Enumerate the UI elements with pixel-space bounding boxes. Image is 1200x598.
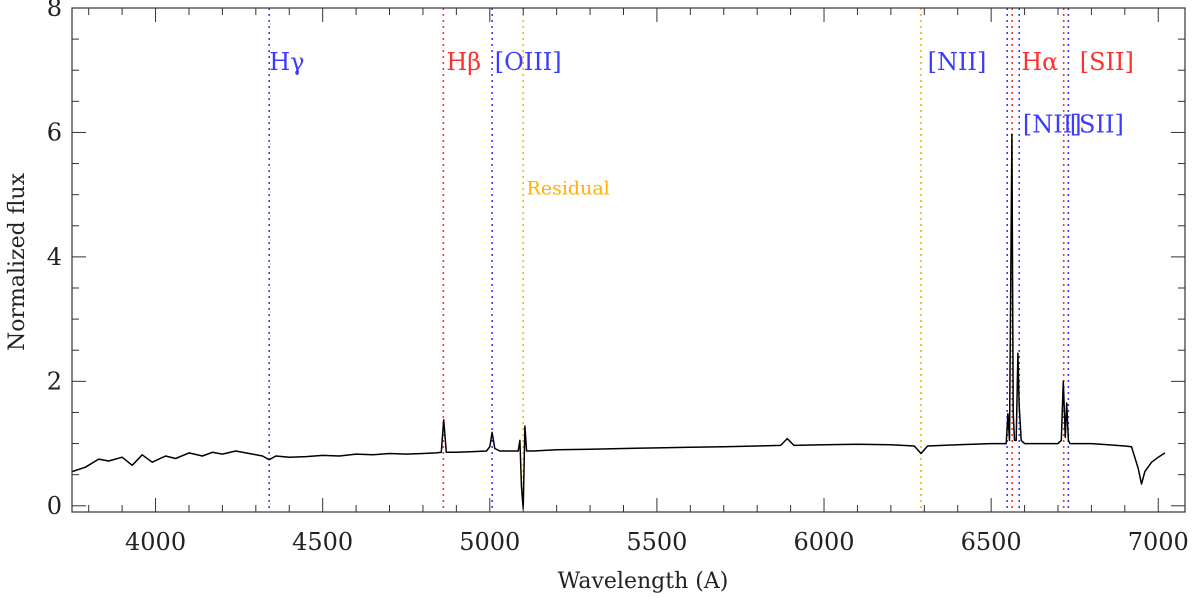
plot-frame [71, 7, 1186, 513]
x-tick-label: 6000 [793, 528, 854, 556]
annotation-label: [SII] [1080, 48, 1134, 76]
x-tick-label: 5000 [459, 528, 520, 556]
annotation-label: Hγ [269, 48, 304, 76]
annotation-label: [OIII] [495, 48, 562, 76]
x-tick-label: 7000 [1128, 528, 1189, 556]
x-tick-label: 6500 [961, 528, 1022, 556]
plot-layer: 4000 4500 5000 5500 6000 6500 7000 0 2 4 6 8 Hγ Hβ [OI… [47, 0, 1189, 556]
annotation-label: Residual [527, 178, 610, 200]
x-tick-label: 4500 [292, 528, 353, 556]
spectrum-line-0 [71, 133, 1166, 510]
annotation-label: Hβ [446, 48, 481, 76]
annotation-label: [SII] [1070, 110, 1124, 138]
y-tick-label: 2 [47, 367, 62, 395]
x-axis-title: Wavelength (A) [558, 569, 729, 594]
y-axis-title: Normalized flux [5, 172, 30, 351]
y-tick-label: 4 [47, 243, 62, 271]
x-tick-label: 4000 [125, 528, 186, 556]
y-tick-label: 0 [47, 492, 62, 520]
annotation-label: [NII] [928, 48, 987, 76]
y-tick-label: 8 [47, 0, 62, 22]
y-tick-label: 6 [47, 118, 62, 146]
annotation-label: [NII] [1023, 110, 1082, 138]
annotation-label: Hα [1021, 48, 1058, 76]
x-tick-label: 5500 [626, 528, 687, 556]
